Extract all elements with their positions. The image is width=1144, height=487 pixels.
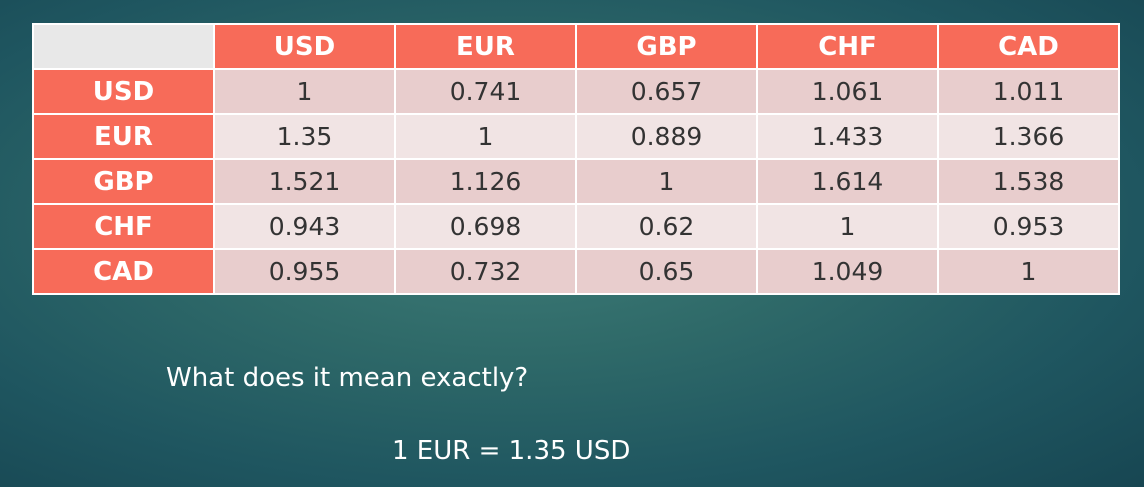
rate-cell: 0.657 [575, 68, 758, 115]
rate-cell: 0.953 [937, 203, 1120, 250]
rate-cell: 1.521 [213, 158, 396, 205]
row-header: CHF [32, 203, 215, 250]
rate-cell: 1 [756, 203, 939, 250]
table-row: CAD 0.955 0.732 0.65 1.049 1 [32, 248, 1120, 295]
rate-cell: 0.889 [575, 113, 758, 160]
rate-cell: 1.049 [756, 248, 939, 295]
rate-cell: 0.65 [575, 248, 758, 295]
rate-cell: 0.62 [575, 203, 758, 250]
rate-cell: 1.614 [756, 158, 939, 205]
rate-cell: 1 [575, 158, 758, 205]
row-header: GBP [32, 158, 215, 205]
answer-text: 1 EUR = 1.35 USD [392, 436, 631, 466]
rate-cell: 1 [213, 68, 396, 115]
exchange-rate-table: USD EUR GBP CHF CAD USD 1 0.741 0.657 1.… [32, 23, 1120, 295]
column-header: CAD [937, 23, 1120, 70]
rate-cell: 0.741 [394, 68, 577, 115]
column-header: CHF [756, 23, 939, 70]
row-header: EUR [32, 113, 215, 160]
rate-cell: 1.126 [394, 158, 577, 205]
rate-cell: 1.011 [937, 68, 1120, 115]
question-text: What does it mean exactly? [166, 363, 529, 393]
rate-cell: 1.538 [937, 158, 1120, 205]
rate-cell: 1.433 [756, 113, 939, 160]
rate-cell: 0.943 [213, 203, 396, 250]
row-header: CAD [32, 248, 215, 295]
rate-cell: 1.061 [756, 68, 939, 115]
rate-cell: 0.955 [213, 248, 396, 295]
table-row: EUR 1.35 1 0.889 1.433 1.366 [32, 113, 1120, 160]
table-row: CHF 0.943 0.698 0.62 1 0.953 [32, 203, 1120, 250]
rate-cell: 1.366 [937, 113, 1120, 160]
column-header: USD [213, 23, 396, 70]
table-row: USD 1 0.741 0.657 1.061 1.011 [32, 68, 1120, 115]
table-header-row: USD EUR GBP CHF CAD [32, 23, 1120, 70]
row-header: USD [32, 68, 215, 115]
table-row: GBP 1.521 1.126 1 1.614 1.538 [32, 158, 1120, 205]
column-header: EUR [394, 23, 577, 70]
rate-cell: 1 [937, 248, 1120, 295]
column-header: GBP [575, 23, 758, 70]
rate-cell: 0.698 [394, 203, 577, 250]
rate-cell-highlighted: 1.35 [213, 113, 396, 160]
table-corner-cell [32, 23, 215, 70]
rate-cell: 1 [394, 113, 577, 160]
rate-cell: 0.732 [394, 248, 577, 295]
